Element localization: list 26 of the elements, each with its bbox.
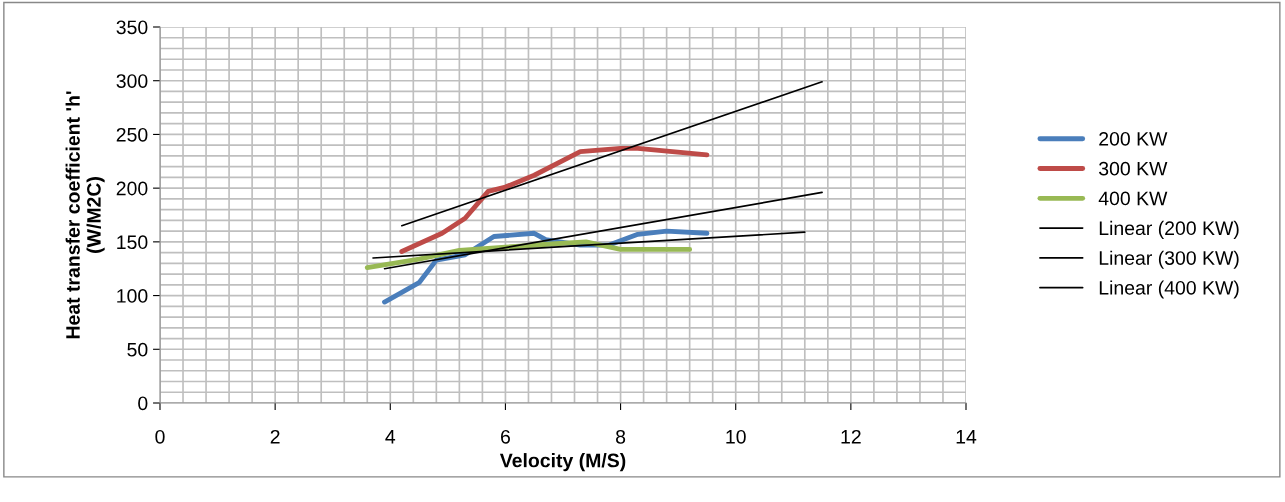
- y-tick-label: 150: [117, 235, 148, 250]
- x-tick-label: 0: [155, 429, 165, 444]
- legend-label: Linear (300 KW): [1099, 250, 1239, 269]
- y-axis-title: Heat transfer coefficient 'h' (W/M2C): [65, 91, 105, 339]
- x-axis-title: Velocity (M/S): [499, 453, 626, 472]
- y-tick-label: 100: [117, 289, 148, 303]
- x-tick-label: 10: [726, 429, 746, 444]
- y-tick-label: 300: [116, 74, 148, 88]
- y-tick-label: 200: [116, 181, 148, 196]
- x-tick-label: 14: [956, 430, 977, 444]
- x-tick-label: 8: [616, 429, 626, 444]
- line-series: [364, 239, 693, 271]
- y-tick-label: 0: [138, 396, 148, 411]
- x-tick-label: 6: [501, 429, 510, 444]
- y-tick-label: 250: [116, 127, 148, 142]
- y-tick-label: 50: [127, 342, 148, 357]
- x-tick-label: 2: [270, 429, 280, 444]
- legend-label: Linear (400 KW): [1099, 280, 1239, 299]
- line-series: [399, 145, 710, 254]
- legend-label: 200 KW: [1099, 131, 1168, 146]
- legend-label: 400 KW: [1098, 191, 1168, 206]
- x-tick-label: 4: [385, 430, 396, 444]
- y-tick-label: 350: [116, 20, 148, 35]
- legend-label: Linear (200 KW): [1099, 220, 1239, 239]
- x-tick-label: 12: [841, 429, 861, 444]
- legend-label: 300 KW: [1098, 161, 1168, 176]
